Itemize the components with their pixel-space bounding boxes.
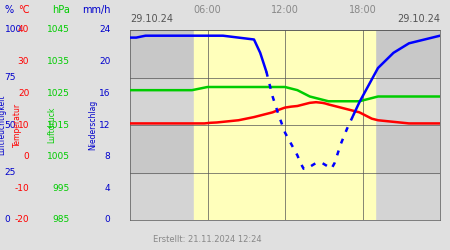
Text: %: % xyxy=(4,5,13,15)
Text: 75: 75 xyxy=(4,73,16,82)
Text: 29.10.24: 29.10.24 xyxy=(130,14,173,24)
Text: 1015: 1015 xyxy=(47,120,70,130)
Text: 0: 0 xyxy=(4,216,10,224)
Text: °C: °C xyxy=(18,5,29,15)
Text: 8: 8 xyxy=(104,152,110,161)
Bar xyxy=(130,30,440,78)
Text: 100: 100 xyxy=(4,26,22,35)
Text: Luftdruck: Luftdruck xyxy=(47,107,56,143)
Text: Niederschlag: Niederschlag xyxy=(88,100,97,150)
Text: hPa: hPa xyxy=(52,5,70,15)
Text: -10: -10 xyxy=(14,184,29,193)
Text: mm/h: mm/h xyxy=(82,5,110,15)
Text: Luftfeuchtigkeit: Luftfeuchtigkeit xyxy=(0,95,7,155)
Bar xyxy=(130,172,440,220)
Text: 1025: 1025 xyxy=(47,89,70,98)
Text: 4: 4 xyxy=(104,184,110,193)
Text: 40: 40 xyxy=(18,26,29,35)
Text: 995: 995 xyxy=(53,184,70,193)
Text: 16: 16 xyxy=(99,89,110,98)
Text: 10: 10 xyxy=(18,120,29,130)
Bar xyxy=(130,125,440,172)
Text: 0: 0 xyxy=(23,152,29,161)
Text: 18:00: 18:00 xyxy=(349,5,376,15)
Text: 0: 0 xyxy=(104,216,110,224)
Text: 12:00: 12:00 xyxy=(271,5,299,15)
Text: 06:00: 06:00 xyxy=(194,5,221,15)
Text: 24: 24 xyxy=(99,26,110,35)
Text: 20: 20 xyxy=(99,57,110,66)
Text: 25: 25 xyxy=(4,168,16,177)
Text: 985: 985 xyxy=(53,216,70,224)
Text: 1045: 1045 xyxy=(47,26,70,35)
Text: 30: 30 xyxy=(18,57,29,66)
Text: 20: 20 xyxy=(18,89,29,98)
Bar xyxy=(130,78,440,125)
Text: Temperatur: Temperatur xyxy=(13,103,22,147)
Text: 12: 12 xyxy=(99,120,110,130)
Text: 50: 50 xyxy=(4,120,16,130)
Text: 1005: 1005 xyxy=(47,152,70,161)
Text: Erstellt: 21.11.2024 12:24: Erstellt: 21.11.2024 12:24 xyxy=(153,236,262,244)
Text: 29.10.24: 29.10.24 xyxy=(397,14,440,24)
Text: 1035: 1035 xyxy=(47,57,70,66)
Text: -20: -20 xyxy=(14,216,29,224)
Bar xyxy=(194,30,375,220)
